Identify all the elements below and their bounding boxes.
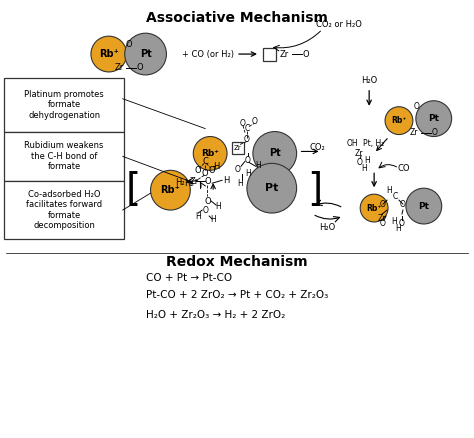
Text: O: O <box>205 177 211 186</box>
Text: H: H <box>365 156 370 165</box>
Text: Zr: Zr <box>410 128 418 137</box>
Text: O: O <box>400 200 406 208</box>
Text: Pt: Pt <box>269 148 281 159</box>
Text: CO₂ or H₂O: CO₂ or H₂O <box>317 20 362 29</box>
Text: Associative Mechanism: Associative Mechanism <box>146 11 328 25</box>
Text: O: O <box>137 64 143 72</box>
Text: Platinum promotes
formate
dehydrogenation: Platinum promotes formate dehydrogenatio… <box>24 90 104 120</box>
Text: Rb⁺: Rb⁺ <box>99 49 119 59</box>
Text: O: O <box>126 39 132 49</box>
Text: C: C <box>392 192 398 201</box>
Text: H₂O: H₂O <box>319 223 336 233</box>
Text: Zr: Zr <box>190 177 199 186</box>
Text: H₂O + Zr₂O₃ → H₂ + 2 ZrO₂: H₂O + Zr₂O₃ → H₂ + 2 ZrO₂ <box>146 311 285 320</box>
Bar <box>232 142 244 155</box>
Text: Zr: Zr <box>114 64 123 72</box>
Text: H: H <box>195 212 201 220</box>
Text: Pt, H₂: Pt, H₂ <box>363 139 384 148</box>
Text: Rubidium weakens
the C-H bond of
formate: Rubidium weakens the C-H bond of formate <box>25 141 104 171</box>
Text: H: H <box>237 179 243 188</box>
FancyBboxPatch shape <box>4 181 124 239</box>
Text: H: H <box>386 186 392 194</box>
Text: O: O <box>432 128 438 137</box>
Text: Zr: Zr <box>234 145 242 152</box>
Text: H₂: H₂ <box>175 178 185 187</box>
Text: Redox Mechanism: Redox Mechanism <box>166 255 308 269</box>
Text: Pt: Pt <box>428 114 439 123</box>
Circle shape <box>360 194 388 222</box>
Text: O: O <box>202 169 209 178</box>
Text: [: [ <box>126 171 141 209</box>
Text: O: O <box>235 165 241 174</box>
Text: H: H <box>223 176 229 185</box>
Text: H: H <box>245 169 251 178</box>
Text: O: O <box>252 117 258 126</box>
Circle shape <box>416 101 452 137</box>
Circle shape <box>193 137 227 170</box>
Text: Rb⁺: Rb⁺ <box>366 204 382 212</box>
Text: O: O <box>356 158 362 167</box>
Text: O: O <box>379 200 385 208</box>
Circle shape <box>91 36 127 72</box>
Text: Zr: Zr <box>378 213 386 223</box>
Text: Pt: Pt <box>419 201 429 211</box>
Text: O: O <box>379 219 385 229</box>
Text: O: O <box>245 156 251 165</box>
Text: O: O <box>205 197 211 205</box>
Text: Rb⁺: Rb⁺ <box>391 116 407 125</box>
Text: OH: OH <box>346 139 358 148</box>
Circle shape <box>125 33 166 75</box>
Text: Zr: Zr <box>280 49 289 59</box>
Text: O: O <box>240 119 246 128</box>
Text: H: H <box>213 162 219 171</box>
Text: Pt: Pt <box>140 49 152 59</box>
Text: CO₂: CO₂ <box>310 143 325 152</box>
Text: CO + Pt → Pt-CO: CO + Pt → Pt-CO <box>146 272 232 283</box>
Circle shape <box>406 188 442 224</box>
Text: O: O <box>414 102 420 111</box>
Text: Rb⁺: Rb⁺ <box>161 185 181 195</box>
Text: CO: CO <box>398 164 410 173</box>
Circle shape <box>253 131 297 175</box>
Text: C: C <box>244 124 250 133</box>
Text: Rb⁺: Rb⁺ <box>201 149 219 158</box>
Text: H₂O: H₂O <box>361 76 377 85</box>
FancyBboxPatch shape <box>4 131 124 181</box>
Text: O: O <box>195 166 201 175</box>
Text: C: C <box>202 157 208 166</box>
Circle shape <box>151 170 190 210</box>
Text: Zr: Zr <box>355 149 364 158</box>
Text: H: H <box>255 161 261 170</box>
Circle shape <box>385 107 413 134</box>
Text: H: H <box>215 201 221 211</box>
Circle shape <box>247 163 297 213</box>
Text: ]: ] <box>307 171 322 209</box>
Text: O: O <box>302 49 309 59</box>
Bar <box>263 48 276 61</box>
Text: Co-adsorbed H₂O
facilitates forward
formate
decomposition: Co-adsorbed H₂O facilitates forward form… <box>26 190 102 230</box>
Text: H: H <box>210 215 216 225</box>
Text: H: H <box>361 164 367 173</box>
Text: Pt: Pt <box>265 183 278 193</box>
Text: Pt-CO + 2 ZrO₂ → Pt + CO₂ + Zr₂O₃: Pt-CO + 2 ZrO₂ → Pt + CO₂ + Zr₂O₃ <box>146 290 328 300</box>
Text: + CO (or H₂): + CO (or H₂) <box>182 49 234 59</box>
Text: O: O <box>244 135 250 144</box>
Text: H: H <box>395 224 401 233</box>
Text: H₂: H₂ <box>183 179 193 188</box>
Text: H: H <box>391 218 397 226</box>
FancyBboxPatch shape <box>4 78 124 131</box>
Text: O: O <box>202 205 208 215</box>
Text: O: O <box>399 219 405 229</box>
Text: O: O <box>209 166 216 175</box>
